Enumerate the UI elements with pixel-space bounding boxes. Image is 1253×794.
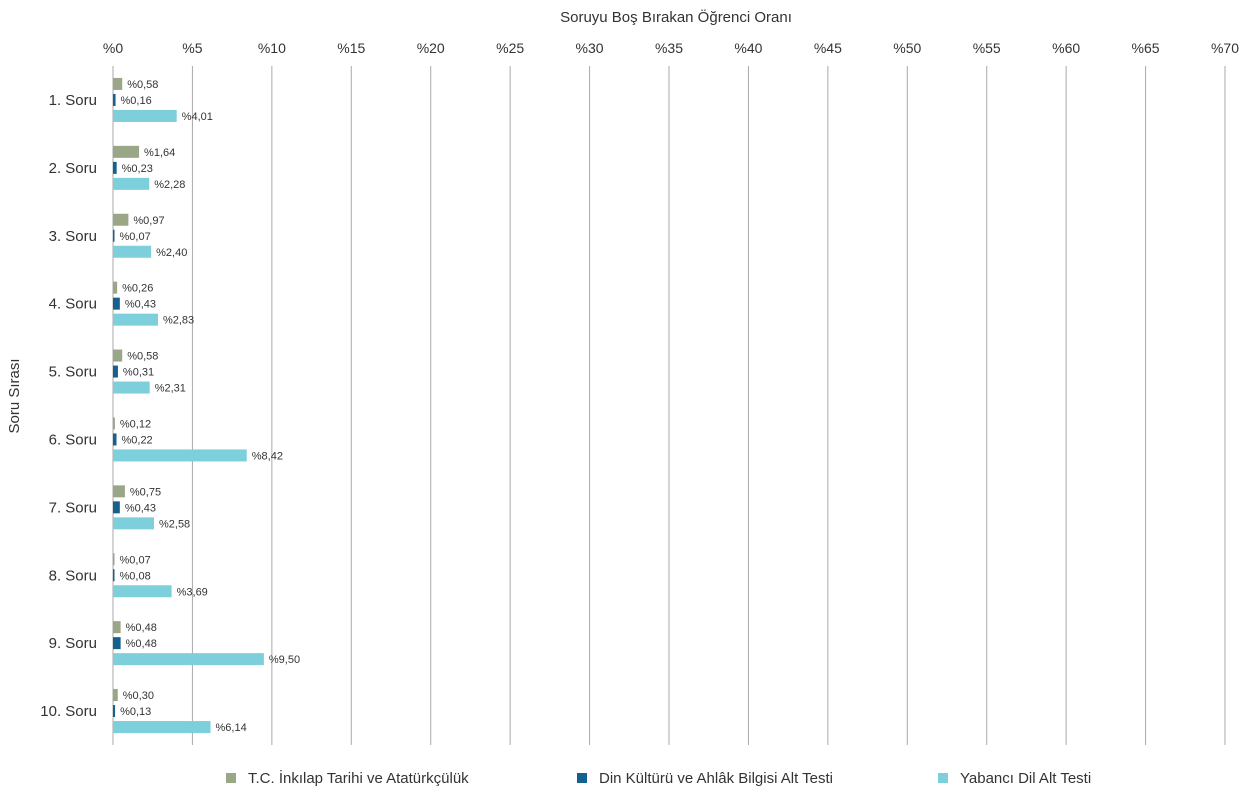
data-label: %0,07: [120, 554, 151, 566]
data-label: %3,69: [177, 586, 208, 598]
bar: [113, 365, 118, 378]
bar: [113, 177, 150, 190]
data-label: %2,83: [163, 315, 194, 327]
legend-swatch: [938, 773, 948, 783]
data-label: %0,12: [120, 418, 151, 430]
x-tick-label: %50: [893, 40, 921, 56]
category-labels: 1. Soru 2. Soru 3. Soru 4. Soru 5. Soru 6. So…: [40, 92, 97, 720]
legend-label: Din Kültürü ve Ahlâk Bilgisi Alt Testi: [599, 770, 833, 787]
data-label: %6,14: [216, 722, 247, 734]
bar: [113, 213, 129, 226]
x-tick-label: %10: [258, 40, 286, 56]
x-tick-label: %25: [496, 40, 524, 56]
data-label: %0,22: [121, 434, 152, 446]
bar: [113, 93, 116, 106]
bar: [113, 689, 118, 702]
category-label: 5. Soru: [49, 364, 97, 381]
data-label: %2,28: [154, 179, 185, 191]
data-label: %0,58: [127, 351, 158, 363]
data-label: %0,30: [123, 690, 154, 702]
x-tick-labels: %0 %5 %10 %15 %20 %25 %30 %35 %40 %45 %50 %55 %60 %65…: [103, 40, 1239, 56]
data-label: %0,48: [126, 638, 157, 650]
bar: [113, 637, 121, 650]
bar: [113, 245, 152, 258]
bar: [113, 145, 140, 158]
x-tick-label: %70: [1211, 40, 1239, 56]
data-label: %8,42: [252, 450, 283, 462]
x-tick-label: %65: [1132, 40, 1160, 56]
bar: [113, 417, 115, 430]
data-label: %0,75: [130, 486, 161, 498]
x-tick-label: %20: [417, 40, 445, 56]
bar: [113, 449, 247, 462]
category-label: 10. Soru: [40, 703, 97, 720]
legend: T.C. İnkılap Tarihi ve Atatürkçülük Din K…: [226, 769, 1091, 787]
legend-swatch: [577, 773, 587, 783]
data-label: %4,01: [182, 111, 213, 123]
bar: [113, 77, 123, 90]
data-label: %0,58: [127, 79, 158, 91]
category-label: 2. Soru: [49, 160, 97, 177]
x-tick-label: %55: [973, 40, 1001, 56]
x-axis-title: Soruyu Boş Bırakan Öğrenci Oranı: [560, 8, 792, 26]
data-label: %0,13: [120, 706, 151, 718]
x-tick-label: %30: [576, 40, 604, 56]
bar: [113, 381, 150, 394]
data-label: %0,31: [123, 367, 154, 379]
category-label: 9. Soru: [49, 635, 97, 652]
bar: [113, 621, 121, 634]
bar: [113, 229, 115, 242]
bars: %0,58 %0,16 %4,01 %1,64 %0,23%2,28 %0,97 %0,07…: [113, 77, 300, 734]
data-label: %2,58: [159, 518, 190, 530]
bar: [113, 297, 120, 310]
legend-label: T.C. İnkılap Tarihi ve Atatürkçülük: [248, 769, 469, 787]
data-label: %0,48: [126, 622, 157, 634]
data-label: %2,31: [155, 383, 186, 395]
data-label: %0,08: [120, 570, 151, 582]
bar: [113, 281, 118, 294]
x-tick-label: %45: [814, 40, 842, 56]
bar: [113, 569, 115, 582]
bar: [113, 161, 117, 174]
category-label: 3. Soru: [49, 228, 97, 245]
category-label: 7. Soru: [49, 499, 97, 516]
data-label: %0,07: [120, 231, 151, 243]
data-label: %0,23: [122, 163, 153, 175]
bar: [113, 501, 120, 514]
bar: [113, 653, 264, 666]
category-label: 4. Soru: [49, 296, 97, 313]
y-axis-title: Soru Sırası: [6, 358, 23, 433]
data-label: %1,64: [144, 147, 175, 159]
x-tick-label: %40: [734, 40, 762, 56]
data-label: %0,43: [125, 502, 156, 514]
x-tick-label: %60: [1052, 40, 1080, 56]
bar: [113, 517, 154, 530]
bar: [113, 313, 158, 326]
category-label: 6. Soru: [49, 431, 97, 448]
data-label: %0,97: [133, 215, 164, 227]
bar: [113, 109, 177, 122]
category-label: 8. Soru: [49, 567, 97, 584]
bar: [113, 485, 125, 498]
data-label: %0,16: [121, 95, 152, 107]
x-tick-label: %5: [182, 40, 202, 56]
x-tick-label: %35: [655, 40, 683, 56]
bar: [113, 585, 172, 598]
x-tick-label: %0: [103, 40, 123, 56]
bar: [113, 349, 123, 362]
data-label: %9,50: [269, 654, 300, 666]
data-label: %0,26: [122, 283, 153, 295]
legend-label: Yabancı Dil Alt Testi: [960, 770, 1091, 787]
gridlines: [112, 66, 1226, 745]
legend-swatch: [226, 773, 236, 783]
bar: [113, 433, 117, 446]
data-label: %0,43: [125, 299, 156, 311]
bar: [113, 721, 211, 734]
category-label: 1. Soru: [49, 92, 97, 109]
bar: [113, 705, 116, 718]
x-tick-label: %15: [337, 40, 365, 56]
data-label: %2,40: [156, 247, 187, 259]
bar: [113, 553, 115, 566]
